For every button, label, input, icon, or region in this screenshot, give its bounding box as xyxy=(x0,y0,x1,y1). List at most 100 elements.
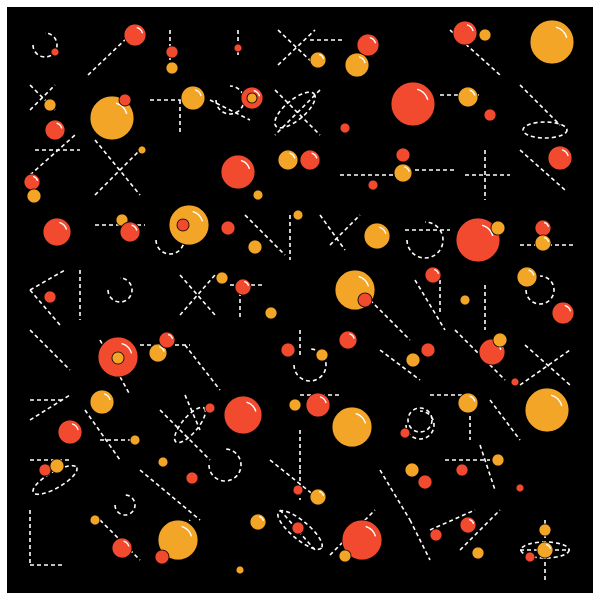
dashed-arc xyxy=(114,494,136,516)
yellow-circle xyxy=(43,98,57,112)
circle-highlight xyxy=(311,152,318,159)
red-circle xyxy=(452,20,478,46)
circle-highlight xyxy=(543,221,550,228)
dashed-line xyxy=(489,399,521,441)
dashed-line xyxy=(379,469,411,521)
yellow-circle xyxy=(516,266,538,288)
red-circle xyxy=(50,47,60,57)
yellow-circle xyxy=(252,189,264,201)
yellow-circle xyxy=(309,488,327,506)
yellow-circle xyxy=(363,222,391,250)
circle-highlight xyxy=(159,346,165,352)
yellow-circle xyxy=(215,271,229,285)
dashed-line xyxy=(179,274,216,316)
red-circle xyxy=(367,179,379,191)
red-circle xyxy=(524,551,536,563)
yellow-circle xyxy=(292,209,304,221)
yellow-circle xyxy=(137,145,147,155)
circle-highlight xyxy=(181,526,192,537)
yellow-circle xyxy=(111,351,125,365)
circle-highlight xyxy=(416,88,429,101)
red-circle xyxy=(23,173,41,191)
circle-highlight xyxy=(379,226,387,234)
dashed-ellipse xyxy=(522,121,568,139)
red-circle xyxy=(339,122,351,134)
dashed-line xyxy=(329,214,361,246)
dashed-line xyxy=(87,34,131,76)
circle-highlight xyxy=(550,394,563,407)
dashed-arc xyxy=(208,448,242,482)
yellow-circle xyxy=(246,92,258,104)
dashed-arc xyxy=(525,275,555,305)
red-circle xyxy=(291,521,305,535)
circle-highlight xyxy=(59,221,68,230)
yellow-circle xyxy=(315,348,329,362)
red-circle xyxy=(57,419,83,445)
dashed-line xyxy=(94,149,141,196)
dashed-ellipse xyxy=(32,464,78,496)
red-circle xyxy=(299,149,321,171)
dashed-line xyxy=(179,274,216,316)
circle-highlight xyxy=(369,36,377,44)
yellow-circle xyxy=(157,456,169,468)
circle-highlight xyxy=(194,89,202,97)
circle-highlight xyxy=(240,159,251,170)
circle-highlight xyxy=(243,280,250,287)
yellow-circle xyxy=(331,406,373,448)
red-circle xyxy=(38,463,52,477)
dashed-line xyxy=(519,349,571,386)
circle-highlight xyxy=(543,236,550,243)
circle-highlight xyxy=(121,343,132,354)
circle-highlight xyxy=(192,211,203,222)
yellow-circle xyxy=(249,513,267,531)
circle-highlight xyxy=(545,543,552,550)
red-circle xyxy=(390,81,436,127)
circles xyxy=(23,19,575,575)
circle-highlight xyxy=(355,413,366,424)
dashed-line xyxy=(277,29,316,66)
yellow-circle xyxy=(492,332,508,348)
yellow-circle xyxy=(49,458,65,474)
yellow-circle xyxy=(277,149,299,171)
circle-highlight xyxy=(318,490,325,497)
circle-highlight xyxy=(56,122,63,129)
yellow-circle xyxy=(309,51,327,69)
yellow-circle xyxy=(393,163,413,183)
circle-highlight xyxy=(358,56,366,64)
red-circle xyxy=(119,221,141,243)
yellow-circle xyxy=(490,220,506,236)
circle-highlight xyxy=(561,149,569,157)
circle-highlight xyxy=(365,526,376,537)
circle-highlight xyxy=(115,102,128,115)
red-circle xyxy=(459,516,477,534)
dashed-line xyxy=(519,84,561,126)
yellow-circle xyxy=(405,352,421,368)
yellow-circle xyxy=(534,234,552,252)
yellow-circle xyxy=(538,523,552,537)
circle-highlight xyxy=(289,152,296,159)
dashed-line xyxy=(409,519,431,561)
yellow-circle xyxy=(344,52,370,78)
dashed-line xyxy=(29,134,76,176)
dashed-ellipse xyxy=(276,509,324,551)
red-circle xyxy=(417,474,433,490)
red-circle xyxy=(534,219,552,237)
red-circle xyxy=(165,45,179,59)
circle-highlight xyxy=(404,166,410,172)
circle-highlight xyxy=(136,26,144,34)
dashed-line xyxy=(479,444,496,491)
yellow-circle xyxy=(491,453,505,467)
dashed-line xyxy=(414,279,446,331)
circle-highlight xyxy=(433,268,440,275)
circle-highlight xyxy=(131,224,138,231)
dashed-line xyxy=(524,344,571,386)
red-circle xyxy=(220,154,256,190)
red-circle xyxy=(158,331,176,349)
dashed-line xyxy=(269,459,321,501)
dashed-line xyxy=(139,469,201,521)
red-circle xyxy=(420,342,436,358)
red-circle xyxy=(204,402,216,414)
yellow-circle xyxy=(180,85,206,111)
dashed-line xyxy=(184,394,201,431)
circle-highlight xyxy=(319,396,327,404)
